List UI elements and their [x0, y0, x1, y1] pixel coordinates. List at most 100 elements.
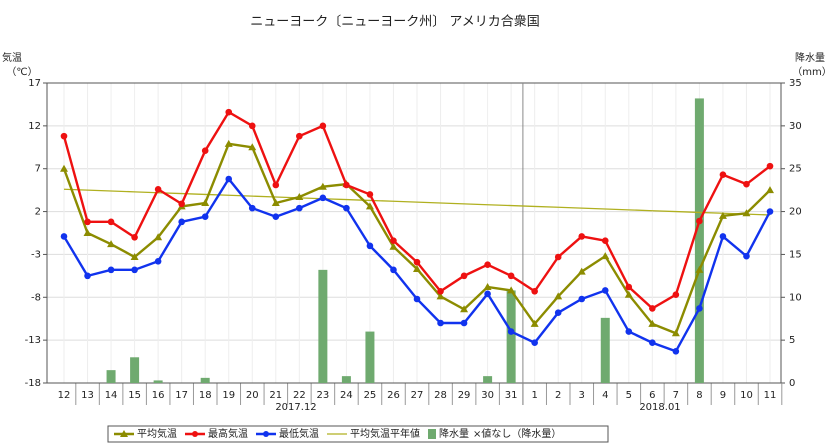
point: [554, 309, 562, 317]
point: [225, 175, 233, 183]
point: [131, 233, 138, 241]
legend-label: 最高気温: [208, 427, 248, 440]
point: [437, 319, 444, 327]
point: [390, 237, 397, 245]
point: [484, 261, 491, 269]
y2-tick-label: 30: [789, 121, 802, 132]
point: [766, 162, 774, 170]
point: [366, 242, 374, 250]
x-tick-label: 30: [481, 390, 494, 401]
point: [319, 194, 327, 202]
point: [366, 191, 374, 198]
point: [413, 265, 421, 272]
y2-axis-label: 降水量: [795, 51, 825, 64]
point: [437, 287, 444, 295]
x-tick-label: 11: [764, 390, 777, 401]
point: [742, 209, 751, 217]
point: [107, 240, 116, 248]
bar: [341, 376, 351, 383]
y-tick-label: -8: [31, 292, 41, 303]
point: [578, 233, 586, 240]
point: [743, 180, 750, 188]
point: [60, 164, 68, 172]
legend-swatch: [192, 431, 198, 437]
point: [507, 272, 515, 280]
point: [154, 185, 162, 193]
legend-note: ×値なし（降水量）: [473, 427, 561, 440]
y-tick-label: 12: [28, 121, 41, 132]
point: [343, 204, 350, 212]
y2-tick-label: 10: [789, 292, 802, 303]
point: [225, 108, 233, 116]
y2-tick-label: 25: [789, 164, 802, 175]
x-tick-label: 12: [58, 390, 71, 401]
y2-tick-label: 20: [789, 207, 802, 218]
point: [271, 199, 280, 206]
point: [648, 319, 657, 327]
month-label: 2017.12: [275, 402, 316, 413]
point: [577, 267, 586, 275]
point: [390, 266, 397, 274]
x-tick-label: 20: [246, 390, 259, 401]
point: [483, 283, 492, 290]
x-tick-label: 27: [411, 390, 424, 401]
point: [296, 132, 303, 140]
point: [625, 328, 633, 335]
point: [318, 182, 327, 190]
y-axis-unit: （℃）: [6, 66, 37, 78]
point: [719, 171, 727, 179]
point: [672, 347, 680, 355]
y2-tick-label: 35: [789, 78, 802, 89]
point: [507, 286, 516, 294]
x-tick-label: 31: [505, 390, 518, 401]
y-tick-label: 2: [35, 207, 41, 218]
x-tick-label: 10: [740, 390, 753, 401]
point: [272, 181, 280, 189]
point: [601, 237, 609, 245]
bar: [600, 317, 610, 383]
x-tick-label: 1: [531, 390, 537, 401]
legend-swatch: [263, 431, 269, 437]
point: [178, 218, 185, 226]
x-tick-label: 28: [434, 390, 447, 401]
x-tick-label: 16: [152, 390, 165, 401]
point: [695, 265, 704, 273]
x-tick-label: 13: [81, 390, 94, 401]
point: [460, 305, 469, 313]
x-tick-label: 4: [602, 390, 608, 401]
y2-tick-label: 0: [789, 378, 795, 389]
bar: [506, 290, 516, 383]
point: [295, 193, 304, 200]
bar: [153, 380, 163, 383]
point: [531, 339, 538, 347]
point: [484, 290, 491, 298]
point: [130, 253, 139, 260]
point: [84, 272, 91, 280]
month-label: 2018.01: [639, 402, 680, 413]
legend-label: 降水量: [439, 427, 469, 440]
x-tick-label: 14: [105, 390, 118, 401]
point: [649, 339, 656, 347]
x-tick-label: 23: [316, 390, 329, 401]
point: [224, 139, 233, 147]
bar: [365, 331, 375, 383]
point: [413, 295, 421, 303]
x-tick-label: 2: [555, 390, 561, 401]
point: [601, 252, 610, 260]
point: [248, 204, 256, 212]
point: [718, 211, 727, 219]
x-tick-label: 19: [222, 390, 235, 401]
point: [154, 233, 163, 241]
point: [696, 305, 703, 312]
point: [201, 199, 210, 206]
x-tick-label: 18: [199, 390, 212, 401]
point: [178, 200, 185, 208]
point: [696, 217, 703, 225]
chart-title: ニューヨーク〔ニューヨーク州〕 アメリカ合衆国: [250, 14, 539, 30]
x-tick-label: 7: [673, 390, 679, 401]
bar: [200, 377, 210, 383]
point: [460, 319, 468, 327]
y2-axis-unit: （mm）: [792, 66, 831, 78]
y-tick-label: 17: [28, 78, 41, 89]
point: [201, 213, 209, 221]
